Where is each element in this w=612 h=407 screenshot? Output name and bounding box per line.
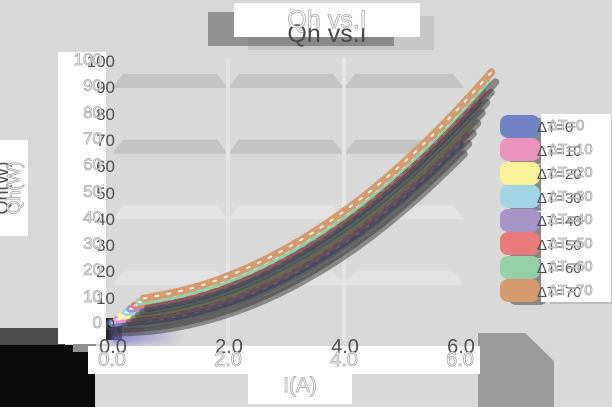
legend-label-box: ΔT=20 [541,161,611,185]
y-tick-label: 0 [92,313,102,333]
legend-label-box: ΔT=60 [541,255,611,279]
legend-label-box: ΔT=10 [541,137,611,161]
y-tick-label: 50 [83,181,103,201]
legend-label: ΔT=10 [548,140,593,158]
legend-label-box: ΔT=30 [541,184,611,208]
x-axis-title: I(A) [248,368,352,404]
y-tick-label: 70 [83,128,103,148]
chart-title: Qh vs.I [234,3,420,37]
legend-label: ΔT=50 [548,234,593,252]
decor-shadow-bottom-left-black [0,345,95,407]
y-tick-label: 60 [83,155,103,175]
legend-swatch [500,138,540,161]
legend-label: ΔT=70 [548,281,593,299]
gridline-band [228,74,344,89]
legend-label: ΔT=20 [548,164,593,182]
legend-label: ΔT=0 [548,117,585,135]
legend-item: ΔT=60 [500,255,611,279]
legend-item: ΔT=10 [500,137,611,161]
legend-swatch [500,232,540,255]
legend-swatch [500,161,540,185]
series-line-shadow [116,140,473,334]
legend-item: ΔT=0 [500,114,611,138]
legend-label-box: ΔT=50 [541,231,611,255]
x-tick-label: 0.0 [98,349,127,372]
legend-item: ΔT=40 [500,208,611,232]
y-tick-label: 100 [73,50,102,70]
y-tick-label: 30 [83,234,103,254]
legend-label: ΔT=60 [548,258,593,276]
legend-label-box: ΔT=70 [541,278,611,302]
y-tick-label: 90 [83,76,103,96]
legend-label-box: ΔT=0 [541,114,611,138]
y-tick-column-box [58,52,106,344]
gridline-band [228,139,344,154]
legend-item: ΔT=30 [500,184,611,208]
y-tick-label: 10 [83,286,103,306]
legend-swatch [500,114,540,138]
decor-shadow-bottom-left-dark [0,328,65,345]
gridline-vertical [226,58,230,341]
legend-label-box: ΔT=40 [541,208,611,232]
legend-item: ΔT=50 [500,231,611,255]
y-tick-label: 40 [83,207,103,227]
legend-swatch [500,255,540,279]
legend-swatch [500,279,540,302]
legend-swatch [500,208,540,232]
legend-item: ΔT=20 [500,161,611,185]
legend-swatch [500,185,540,208]
gridline-vertical [342,58,346,341]
x-tick-label: 2.0 [214,349,243,372]
x-tick-label: 4.0 [330,349,359,372]
legend-label: ΔT=40 [548,211,593,229]
series-marker-dashes [142,71,493,300]
series-line-shadow [143,78,500,313]
legend: ΔT=0 ΔT=10 ΔT=20 ΔT=30 ΔT=40 ΔT=50 ΔT=60 ΔT=70 [500,114,611,302]
gridline-band [344,74,465,89]
legend-label: ΔT=30 [548,187,593,205]
legend-item: ΔT=70 [500,278,611,302]
y-axis-title: Qh(W) [0,140,28,236]
gridline-band [344,271,465,286]
gridline-band [228,205,344,220]
gridline-band [112,139,228,154]
gridline-band [112,74,228,89]
gridline-band [112,271,228,286]
y-tick-label: 20 [83,260,103,280]
x-tick-label: 6.0 [446,349,475,372]
y-tick-label: 80 [83,102,103,122]
gridline-band [112,205,228,220]
